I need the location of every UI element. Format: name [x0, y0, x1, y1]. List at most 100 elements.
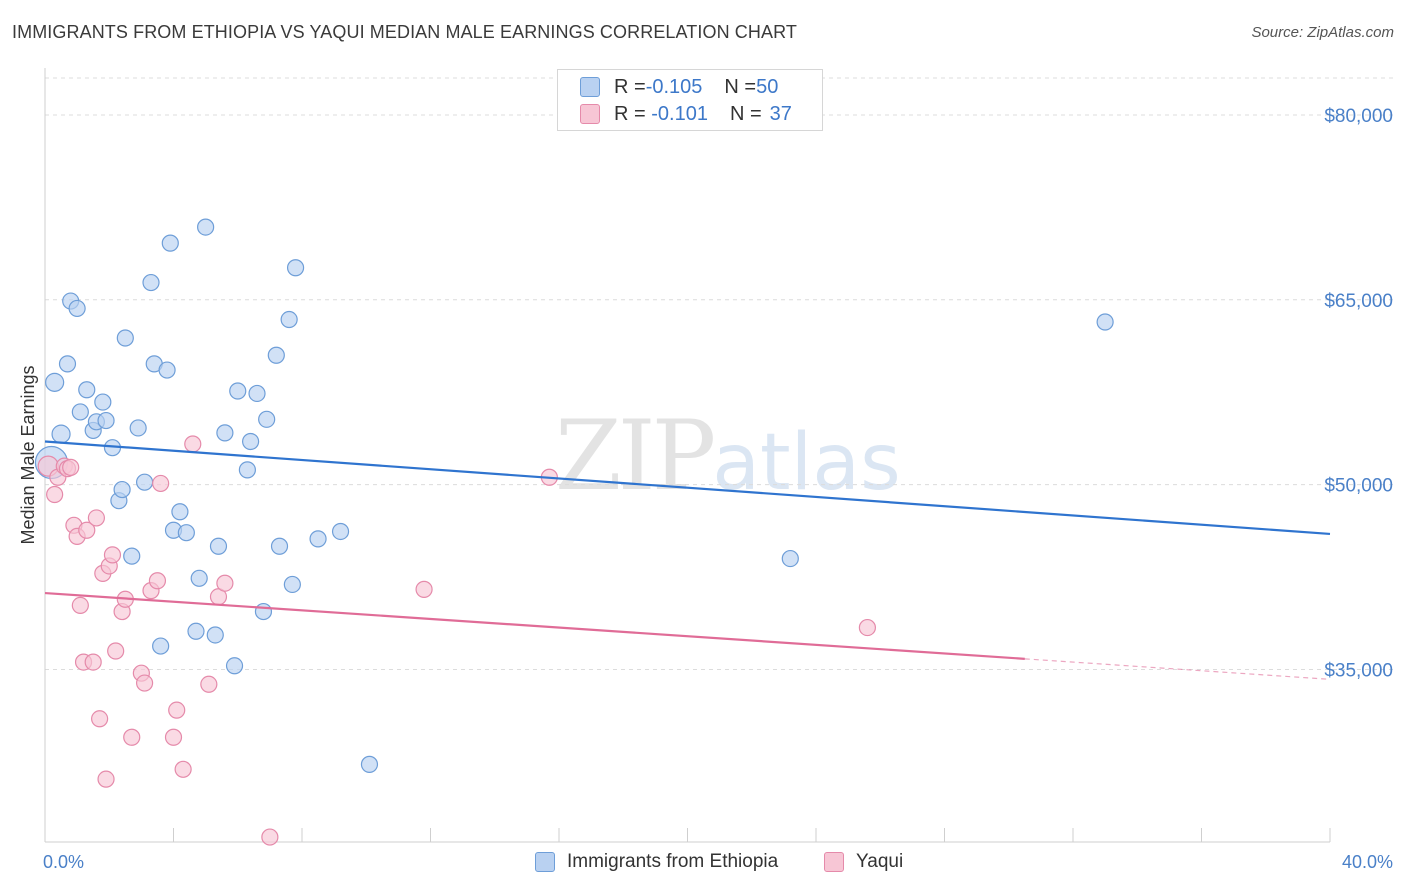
- legend-n-label: N =: [729, 102, 762, 125]
- yaqui-point: [62, 458, 80, 476]
- series-legend-ethiopia[interactable]: Immigrants from Ethiopia: [535, 851, 778, 873]
- legend-n-value: 50: [756, 75, 779, 98]
- yaqui-point: [46, 485, 64, 504]
- ethiopia-point: [280, 310, 298, 329]
- yaqui-point: [174, 760, 192, 778]
- ethiopia-point: [331, 522, 350, 541]
- ethiopia-point: [161, 234, 179, 252]
- legend-r-value: -0.101: [645, 102, 708, 125]
- y-axis-label: Median Male Earnings: [18, 365, 38, 544]
- ethiopia-point: [142, 273, 160, 292]
- ethiopia-point: [135, 473, 154, 491]
- correlation-legend: R = -0.105 N = 50 R = -0.101 N = 37: [557, 69, 823, 131]
- watermark-zip: ZIP: [555, 400, 716, 512]
- ethiopia-point: [283, 575, 301, 594]
- yaqui-point: [135, 674, 154, 692]
- legend-n-label: N =: [724, 75, 757, 98]
- ethiopia-point: [187, 622, 205, 640]
- ethiopia-point: [1096, 313, 1114, 331]
- x-tick-label: 40.0%: [1342, 852, 1393, 872]
- ethiopia-point: [242, 432, 260, 451]
- y-tick-label: $50,000: [1324, 476, 1393, 497]
- legend-r-label: R =: [614, 75, 646, 98]
- ethiopia-point: [78, 381, 96, 399]
- yaqui-point: [97, 770, 115, 788]
- ethiopia-point: [97, 411, 115, 430]
- ethiopia-trend-line: [44, 440, 1331, 536]
- ethiopia-point: [152, 637, 170, 655]
- series-swatch-blue: [535, 852, 555, 872]
- ethiopia-point: [267, 346, 285, 364]
- ethiopia-point: [58, 355, 77, 373]
- x-tick-label: 0.0%: [43, 852, 84, 872]
- ethiopia-point: [309, 530, 327, 548]
- yaqui-point: [200, 675, 218, 693]
- ethiopia-point: [248, 384, 266, 403]
- yaqui-point: [107, 642, 125, 660]
- yaqui-trend-extension: [1024, 658, 1331, 680]
- ethiopia-point: [258, 410, 276, 428]
- ethiopia-point: [197, 218, 215, 236]
- legend-row-yaqui: R = -0.101 N = 37: [580, 101, 792, 127]
- yaqui-point: [103, 546, 122, 564]
- y-tick-label: $35,000: [1324, 660, 1393, 681]
- ethiopia-point: [238, 461, 256, 479]
- yaqui-point: [78, 521, 96, 539]
- legend-r-value: -0.105: [645, 75, 703, 98]
- ethiopia-point: [68, 299, 86, 318]
- watermark: ZIPatlas: [555, 400, 901, 512]
- yaqui-point: [184, 435, 202, 453]
- ethiopia-point: [171, 503, 189, 521]
- legend-r-label: R =: [614, 102, 646, 125]
- series-label-yaqui: Yaqui: [856, 851, 904, 872]
- y-tick-label: $80,000: [1324, 106, 1393, 127]
- ethiopia-point: [360, 755, 379, 773]
- ethiopia-point: [254, 602, 273, 621]
- yaqui-point: [148, 572, 167, 590]
- yaqui-point: [216, 574, 234, 592]
- yaqui-trend-line: [44, 591, 1025, 660]
- ethiopia-point: [229, 382, 247, 400]
- chart-source: Source: ZipAtlas.com: [1251, 24, 1394, 41]
- yaqui-point: [858, 618, 877, 637]
- chart-title: IMMIGRANTS FROM ETHIOPIA VS YAQUI MEDIAN…: [12, 22, 797, 42]
- yaqui-point: [415, 580, 433, 598]
- legend-row-ethiopia: R = -0.105 N = 50: [580, 74, 778, 100]
- ethiopia-point: [158, 361, 176, 379]
- ethiopia-point: [190, 569, 208, 587]
- ethiopia-point: [209, 537, 228, 555]
- ethiopia-point: [129, 419, 147, 437]
- ethiopia-point: [177, 524, 195, 542]
- yaqui-point: [87, 509, 106, 527]
- legend-swatch-blue: [580, 77, 600, 97]
- ethiopia-point: [113, 480, 131, 499]
- ethiopia-point: [225, 657, 244, 675]
- yaqui-point: [164, 728, 183, 746]
- series-swatch-pink: [824, 852, 844, 872]
- y-tick-label: $65,000: [1324, 291, 1393, 312]
- ethiopia-point: [206, 626, 224, 644]
- yaqui-point: [91, 710, 109, 728]
- yaqui-point: [168, 701, 186, 719]
- ethiopia-point: [71, 403, 89, 421]
- ethiopia-point: [94, 393, 112, 411]
- series-label-ethiopia: Immigrants from Ethiopia: [567, 851, 779, 872]
- yaqui-point: [261, 828, 279, 846]
- yaqui-point: [71, 596, 89, 615]
- yaqui-point: [152, 474, 170, 493]
- ethiopia-point: [781, 549, 799, 568]
- ethiopia-point: [51, 424, 71, 444]
- yaqui-point: [84, 653, 102, 671]
- legend-n-value: 37: [769, 102, 792, 125]
- ethiopia-point: [286, 259, 305, 277]
- ethiopia-point: [45, 372, 65, 392]
- legend-swatch-pink: [580, 104, 600, 124]
- ethiopia-point: [216, 424, 234, 442]
- ethiopia-point: [123, 547, 141, 565]
- yaqui-point: [123, 728, 141, 746]
- watermark-atlas: atlas: [712, 418, 901, 508]
- ethiopia-point: [116, 329, 134, 347]
- series-legend-yaqui[interactable]: Yaqui: [824, 851, 903, 873]
- ethiopia-point: [270, 537, 289, 555]
